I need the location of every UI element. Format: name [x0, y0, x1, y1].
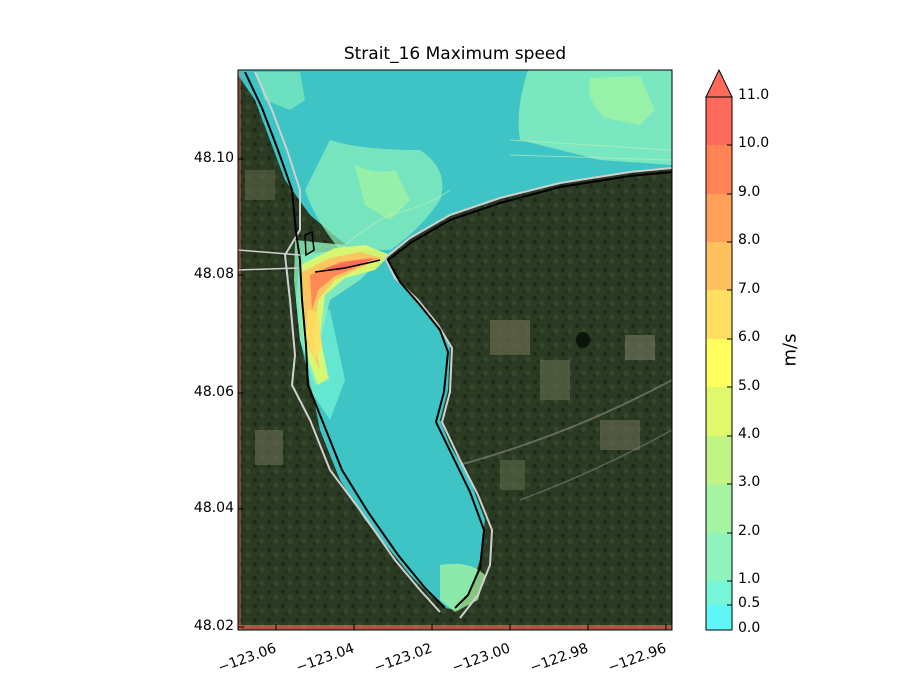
- coastline-west: [244, 71, 446, 609]
- colorbar-tick-label: 11.0: [738, 87, 770, 103]
- map-area: [238, 70, 672, 630]
- colorbar-segment: [706, 484, 732, 533]
- y-tick-label: 48.08: [193, 266, 234, 282]
- colorbar-segment: [706, 387, 732, 436]
- colorbar-segment: [706, 97, 732, 145]
- coastline-east: [386, 171, 672, 609]
- colorbar-tick-label: 5.0: [738, 378, 761, 394]
- colorbar-segment: [706, 242, 732, 290]
- colorbar: [705, 96, 733, 631]
- colorbar-tick-label: 8.0: [738, 232, 761, 248]
- map-title: Strait_16 Maximum speed: [343, 44, 567, 64]
- axes-frame: [237, 69, 673, 631]
- y-tick-label: 48.02: [193, 618, 234, 634]
- colorbar-tick-label: 3.0: [738, 474, 761, 490]
- colorbar-label: m/s: [779, 333, 801, 367]
- colorbar-segment: [706, 581, 732, 605]
- colorbar-tick-label: 4.0: [738, 426, 761, 442]
- colorbar-tick-label: 0.0: [738, 620, 761, 636]
- colorbar-extend-arrow: [705, 68, 733, 98]
- y-tick-label: 48.10: [193, 150, 234, 166]
- axis-ticks: [238, 158, 667, 630]
- outline-east: [383, 167, 672, 619]
- colorbar-tick-label: 9.0: [738, 184, 761, 200]
- colorbar-segment: [706, 605, 732, 630]
- colorbar-segment: [706, 145, 732, 194]
- colorbar-segment: [706, 339, 732, 387]
- colorbar-segment: [706, 533, 732, 581]
- colorbar-segment: [706, 194, 732, 242]
- colorbar-tick-label: 1.0: [738, 571, 761, 587]
- colorbar-segment: [706, 290, 732, 339]
- y-tick-label: 48.06: [193, 384, 234, 400]
- outline-west: [254, 71, 441, 613]
- water-bay: [296, 250, 485, 610]
- colorbar-tick-label: 0.5: [738, 595, 761, 611]
- colorbar-tick-label: 7.0: [738, 281, 761, 297]
- y-tick-label: 48.04: [193, 500, 234, 516]
- colorbar-tick-label: 2.0: [738, 523, 761, 539]
- colorbar-tick-label: 10.0: [738, 135, 770, 151]
- colorbar-segment: [706, 436, 732, 484]
- colorbar-tick-label: 6.0: [738, 329, 761, 345]
